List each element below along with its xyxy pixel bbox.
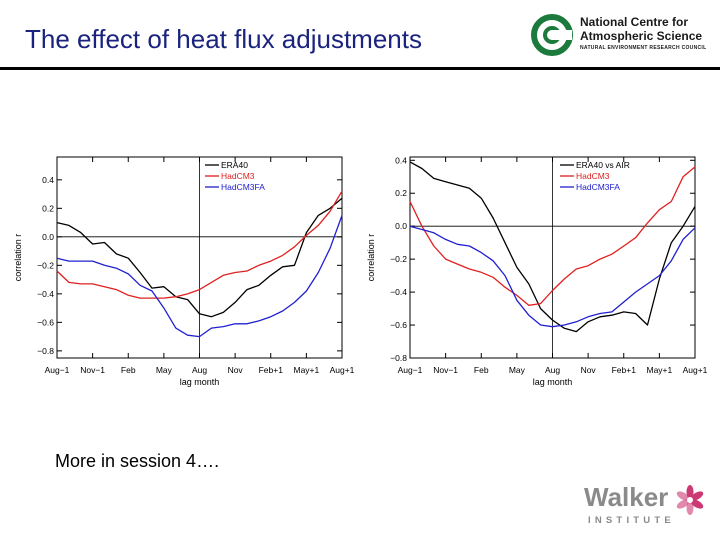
- y-tick-label: −0.6: [37, 317, 54, 327]
- legend-label: HadCM3: [576, 171, 610, 181]
- y-tick-label: 0.4: [395, 155, 407, 165]
- series-line-1: [409, 161, 696, 333]
- y-tick-label: 0.2: [395, 188, 407, 198]
- y-tick-label: −0.2: [390, 254, 407, 264]
- y-tick-label: 0.4: [42, 175, 54, 185]
- x-tick-label: Feb: [474, 365, 489, 375]
- series-line-2: [56, 190, 343, 299]
- x-tick-label: May: [509, 365, 526, 375]
- legend-label: ERA40 vs AIR: [576, 160, 630, 170]
- series-line-1: [56, 197, 343, 318]
- y-tick-label: −0.6: [390, 320, 407, 330]
- x-tick-label: Feb: [121, 365, 136, 375]
- series-line-2: [409, 166, 696, 306]
- y-axis-label: correlation r: [366, 234, 376, 282]
- chart-left: 0.4 0.2 0.0 −0.2 −0.4 −0.6 −0.8 Aug−1 Nov−1 Feb Ma…: [13, 156, 355, 387]
- x-tick-label: Aug+1: [683, 365, 708, 375]
- y-tick-label: 0.0: [42, 232, 54, 242]
- x-tick-label: Feb+1: [612, 365, 637, 375]
- series-line-3: [56, 215, 343, 338]
- x-tick-label: Aug−1: [45, 365, 70, 375]
- x-tick-label: Nov: [581, 365, 597, 375]
- legend-label: HadCM3: [221, 171, 255, 181]
- y-tick-label: −0.8: [390, 353, 407, 363]
- ncas-logo: National Centre for Atmospheric Science …: [530, 13, 716, 57]
- title-divider: [0, 67, 720, 70]
- ncas-name-line1: National Centre for: [580, 15, 689, 29]
- y-tick-label: −0.2: [37, 260, 54, 270]
- y-tick-label: −0.4: [37, 289, 54, 299]
- session-note: More in session 4….: [55, 451, 220, 471]
- y-tick-label: −0.8: [37, 346, 54, 356]
- x-tick-label: Aug: [192, 365, 207, 375]
- legend-label: HadCM3FA: [221, 182, 265, 192]
- y-tick-label: 0.2: [42, 203, 54, 213]
- y-tick-label: −0.4: [390, 287, 407, 297]
- x-tick-label: May: [156, 365, 173, 375]
- walker-name: Walker: [584, 482, 669, 512]
- x-tick-label: Nov−1: [433, 365, 458, 375]
- x-tick-label: Nov: [228, 365, 244, 375]
- x-axis-label: lag month: [533, 377, 573, 387]
- x-tick-label: May+1: [647, 365, 673, 375]
- ncas-parent-org: NATURAL ENVIRONMENT RESEARCH COUNCIL: [580, 45, 707, 51]
- legend-label: ERA40: [221, 160, 248, 170]
- x-tick-label: Aug−1: [398, 365, 423, 375]
- y-axis-label: correlation r: [13, 234, 23, 282]
- series-line-3: [409, 225, 696, 328]
- walker-flower-icon: [676, 485, 704, 515]
- x-tick-label: Aug: [545, 365, 560, 375]
- legend-label: HadCM3FA: [576, 182, 620, 192]
- chart-right: 0.4 0.2 0.0 −0.2 −0.4 −0.6 −0.8 Aug−1 Nov−1 Feb Ma…: [366, 155, 708, 387]
- walker-institute-logo: Walker INSTITUTE: [582, 482, 710, 530]
- x-tick-label: Feb+1: [259, 365, 284, 375]
- x-tick-label: Aug+1: [330, 365, 355, 375]
- x-tick-label: May+1: [294, 365, 320, 375]
- ncas-emblem-icon: [531, 14, 573, 56]
- ncas-name-line2: Atmospheric Science: [580, 29, 703, 43]
- slide-title: The effect of heat flux adjustments: [25, 24, 422, 54]
- walker-subtitle: INSTITUTE: [588, 515, 675, 526]
- x-tick-label: Nov−1: [80, 365, 105, 375]
- y-tick-label: 0.0: [395, 221, 407, 231]
- x-axis-label: lag month: [180, 377, 220, 387]
